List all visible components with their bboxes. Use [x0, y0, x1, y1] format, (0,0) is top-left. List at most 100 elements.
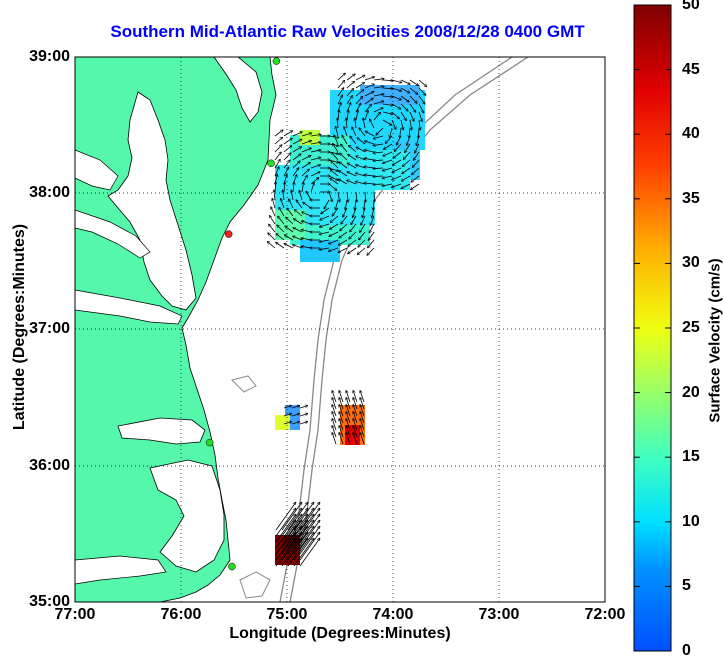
velocity-arrow [299, 514, 320, 543]
velocity-arrow [373, 112, 380, 121]
velocity-arrow [293, 520, 314, 549]
velocity-arrow [392, 159, 402, 165]
velocity-arrow [409, 119, 412, 130]
velocity-arrow [287, 208, 294, 217]
velocity-arrow [353, 419, 358, 431]
velocity-arrow [283, 414, 292, 417]
velocity-arrow [346, 419, 351, 431]
velocity-arrow [299, 532, 320, 561]
velocity-arrow [279, 207, 285, 217]
velocity-arrow [364, 199, 365, 210]
velocity-arrow [350, 136, 357, 145]
velocity-arrow [332, 412, 337, 424]
velocity-arrow [284, 243, 294, 249]
velocity-arrow [331, 161, 339, 169]
velocity-arrow [330, 215, 339, 223]
velocity-arrow [364, 111, 368, 121]
velocity-arrow [335, 126, 339, 137]
velocity-arrow [337, 73, 345, 81]
velocity-arrow [301, 182, 304, 193]
velocity-arrow [346, 391, 351, 403]
velocity-arrow [281, 508, 302, 537]
velocity-arrow [348, 247, 357, 254]
velocity-arrow [383, 159, 393, 163]
velocity-arrow [310, 134, 321, 136]
velocity-arrow [267, 242, 276, 249]
velocity-arrow [409, 127, 410, 138]
velocity-arrow [293, 532, 314, 561]
velocity-arrow [347, 191, 348, 202]
velocity-arrow [373, 152, 384, 153]
velocity-arrow [287, 532, 308, 561]
velocity-arrow [339, 391, 344, 403]
velocity-arrow [310, 142, 321, 145]
velocity-arrow [364, 141, 375, 145]
velocity-arrow [347, 163, 357, 169]
velocity-arrow [341, 144, 348, 153]
x-tick-label: 76:00 [160, 606, 202, 623]
velocity-arrow [281, 526, 302, 555]
velocity-arrow [283, 146, 292, 153]
velocity-arrow [330, 223, 339, 229]
velocity-arrow [409, 111, 414, 121]
velocity-arrow [301, 162, 310, 169]
velocity-arrow [339, 231, 348, 238]
velocity-arrow [392, 175, 402, 180]
velocity-arrow [409, 103, 416, 112]
albemarle-sound [117, 417, 206, 445]
velocity-arrow [275, 532, 296, 561]
velocity-arrow [283, 190, 284, 201]
bay-inlet-north [75, 149, 119, 191]
velocity-arrow [299, 190, 303, 201]
velocity-arrow [292, 132, 302, 137]
velocity-arrow [335, 199, 339, 210]
y-tick-label: 36:00 [29, 457, 70, 474]
velocity-arrow [310, 158, 321, 161]
velocity-arrow [405, 143, 411, 152]
potomac-river [75, 209, 151, 259]
velocity-arrow [348, 154, 357, 161]
velocity-arrow [284, 235, 294, 241]
colorbar-tick-label: 0 [682, 642, 691, 659]
velocity-arrow [281, 514, 302, 543]
velocity-arrow [412, 159, 420, 167]
velocity-arrow [400, 79, 410, 84]
velocity-arrow [364, 77, 374, 81]
map-title: Southern Mid-Atlantic Raw Velocities 200… [110, 22, 585, 41]
velocity-arrow [353, 433, 358, 445]
velocity-arrow [360, 412, 365, 424]
velocity-arrow [373, 168, 384, 169]
velocity-arrow [283, 131, 293, 137]
colorbar-tick-label: 15 [682, 448, 700, 465]
velocity-arrow [339, 398, 344, 410]
velocity-arrow [400, 127, 401, 138]
velocity-arrow [319, 239, 330, 242]
velocity-arrow [277, 225, 285, 233]
x-tick-label: 72:00 [584, 606, 626, 623]
velocity-arrow [382, 96, 393, 97]
velocity-arrow [355, 199, 356, 210]
velocity-arrow [287, 502, 308, 531]
colorbar-label: Surface Velocity (cm/s) [706, 258, 724, 423]
velocity-arrow [353, 405, 358, 417]
y-tick-label: 39:00 [29, 48, 70, 65]
velocity-arrow [281, 199, 285, 209]
velocity-arrow [299, 520, 320, 549]
velocity-arrow [276, 234, 285, 241]
velocity-arrow [360, 223, 366, 232]
velocity-arrow [362, 207, 366, 218]
velocity-arrow [382, 119, 392, 125]
velocity-arrow [373, 144, 384, 146]
velocity-arrow [293, 526, 314, 555]
velocity-arrow [368, 231, 375, 240]
velocity-arrow [299, 502, 320, 531]
velocity-arrow [353, 426, 358, 438]
velocity-arrow [364, 183, 375, 184]
velocity-arrow [346, 81, 354, 89]
velocity-arrow [285, 226, 294, 233]
velocity-arrow [281, 502, 302, 531]
velocity-arrow [337, 80, 345, 89]
velocity-arrow [338, 247, 348, 253]
velocity-arrow [338, 239, 348, 245]
velocity-arrow [332, 207, 339, 216]
